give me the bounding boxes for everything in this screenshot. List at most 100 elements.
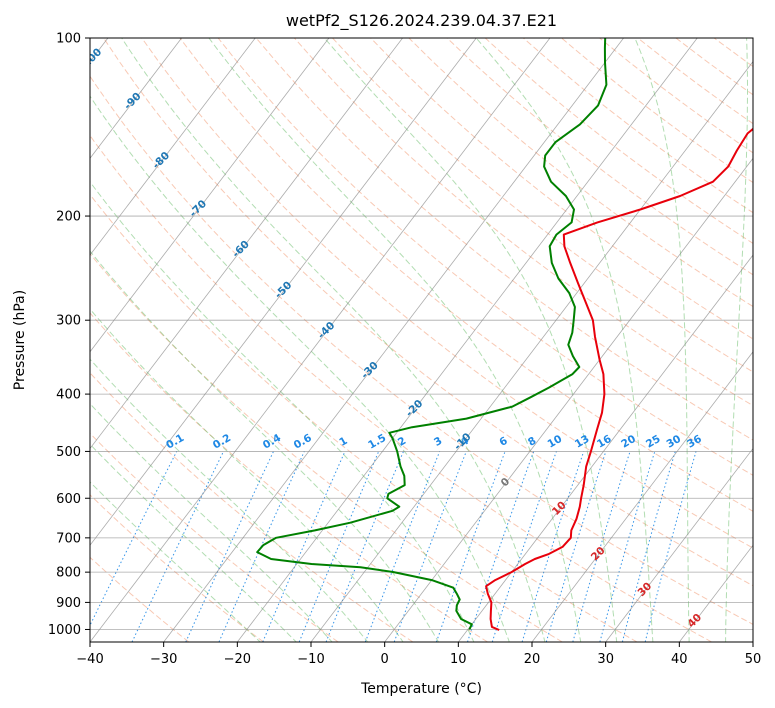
moist-adiabat <box>90 481 261 642</box>
chart-title: wetPf2_S126.2024.239.04.37.E21 <box>286 11 557 31</box>
moist-adiabat <box>208 38 582 642</box>
x-tick-label: 50 <box>745 652 762 667</box>
y-tick-label: 100 <box>56 32 81 47</box>
dry-adiabat <box>90 252 563 642</box>
mixing-ratio-label: 0.2 <box>211 432 233 452</box>
dry-adiabat <box>90 494 264 642</box>
mixing-ratio-line <box>325 451 404 642</box>
dry-adiabat <box>103 38 753 587</box>
mixing-ratio-line <box>467 451 535 642</box>
isotherm <box>90 38 256 256</box>
x-tick-label: −30 <box>150 652 177 667</box>
isotherm <box>237 38 698 642</box>
temperature-line <box>485 127 753 631</box>
dry-adiabat <box>484 38 753 245</box>
moist-adiabat <box>90 180 475 642</box>
x-tick-label: 10 <box>450 652 467 667</box>
moist-adiabat <box>634 38 690 642</box>
isotherm <box>679 544 753 642</box>
mixing-ratio-line <box>521 451 585 642</box>
dry-adiabat <box>713 38 753 68</box>
dry-adiabat <box>370 38 753 340</box>
mixing-ratio-label: 36 <box>685 433 704 451</box>
mixing-ratio-line <box>491 451 557 642</box>
isotherm-label: -50 <box>273 279 295 301</box>
dry-adiabat <box>217 38 753 476</box>
isotherm-label: -60 <box>230 238 252 260</box>
x-tick-label: −20 <box>224 652 251 667</box>
mixing-ratio-line <box>621 451 676 642</box>
mixing-ratio-label: 16 <box>595 433 614 451</box>
isotherm <box>605 447 753 642</box>
isotherm <box>90 38 551 642</box>
mixing-ratio-line <box>545 451 607 642</box>
moist-adiabat <box>90 402 333 642</box>
dry-adiabat <box>294 38 753 407</box>
mixing-ratio-label: 2 <box>396 435 408 449</box>
x-tick-label: −10 <box>297 652 324 667</box>
mixing-ratio-label: 10 <box>546 433 565 451</box>
dry-adiabat <box>90 432 339 642</box>
isotherm-label: -100 <box>77 46 104 73</box>
dry-adiabat <box>90 75 753 625</box>
mixing-ratio-line <box>572 451 631 642</box>
x-tick-label: 20 <box>524 652 541 667</box>
mixing-ratio-line <box>185 451 274 642</box>
mixing-ratio-label: 6 <box>497 435 509 449</box>
isotherm <box>531 351 753 642</box>
dry-adiabat <box>408 38 753 308</box>
y-tick-label: 500 <box>56 445 81 460</box>
isotherm <box>458 254 753 642</box>
moist-adiabat <box>90 250 440 642</box>
dewpoint-line <box>256 38 608 630</box>
isotherm-label: -10 <box>452 431 474 453</box>
isotherm-label: -40 <box>316 320 338 342</box>
mixing-ratio-line <box>435 451 506 642</box>
mixing-ratio-label: 8 <box>526 435 538 449</box>
dry-adiabat <box>332 38 753 373</box>
dry-adiabat <box>90 556 190 642</box>
moist-adiabat <box>90 308 404 642</box>
x-tick-label: 40 <box>671 652 688 667</box>
mixing-ratio-label: 20 <box>619 433 638 451</box>
x-tick-label: 30 <box>597 652 614 667</box>
isotherm <box>384 157 753 642</box>
y-tick-label: 600 <box>56 492 81 507</box>
mixing-ratio-line <box>364 451 441 642</box>
mixing-ratio-line <box>262 451 346 642</box>
isotherm <box>90 38 477 546</box>
y-tick-label: 900 <box>56 596 81 611</box>
mixing-ratio-label: 3 <box>432 435 444 449</box>
mixing-ratio-line <box>298 451 380 642</box>
isotherm <box>752 641 753 642</box>
isotherm <box>310 60 753 642</box>
moist-adiabat <box>725 38 748 642</box>
mixing-ratio-label: 0.1 <box>164 432 186 452</box>
isotherm-label: -80 <box>150 150 172 172</box>
x-axis-title: Temperature (°C) <box>360 681 482 697</box>
moist-adiabat <box>475 38 654 642</box>
mixing-ratio-line <box>90 451 178 627</box>
dry-adiabat <box>752 38 753 40</box>
dry-adiabat <box>255 38 753 441</box>
dry-adiabat <box>90 193 638 642</box>
mixing-ratio-line <box>599 451 656 642</box>
plot-frame <box>89 37 754 643</box>
x-axis: −40 −30 −20 −10 0 10 20 30 40 50 <box>76 642 761 667</box>
dry-adiabat <box>90 372 414 642</box>
dry-adiabat <box>90 134 712 642</box>
mixing-ratio-label: 25 <box>644 433 663 451</box>
grid-lines <box>90 38 753 642</box>
x-tick-label: 0 <box>381 652 389 667</box>
y-axis-title: Pressure (hPa) <box>12 290 28 390</box>
mixing-ratio-label: 13 <box>573 433 592 451</box>
isotherm-label: -90 <box>122 90 144 112</box>
y-tick-label: 700 <box>56 531 81 546</box>
moist-adiabat <box>90 95 510 642</box>
dry-adiabat <box>522 38 753 214</box>
isotherm <box>163 38 624 642</box>
mixing-ratio-label: 30 <box>664 433 683 451</box>
isotherm-label: 20 <box>589 545 608 564</box>
mixing-ratio-label: 1 <box>337 435 349 449</box>
